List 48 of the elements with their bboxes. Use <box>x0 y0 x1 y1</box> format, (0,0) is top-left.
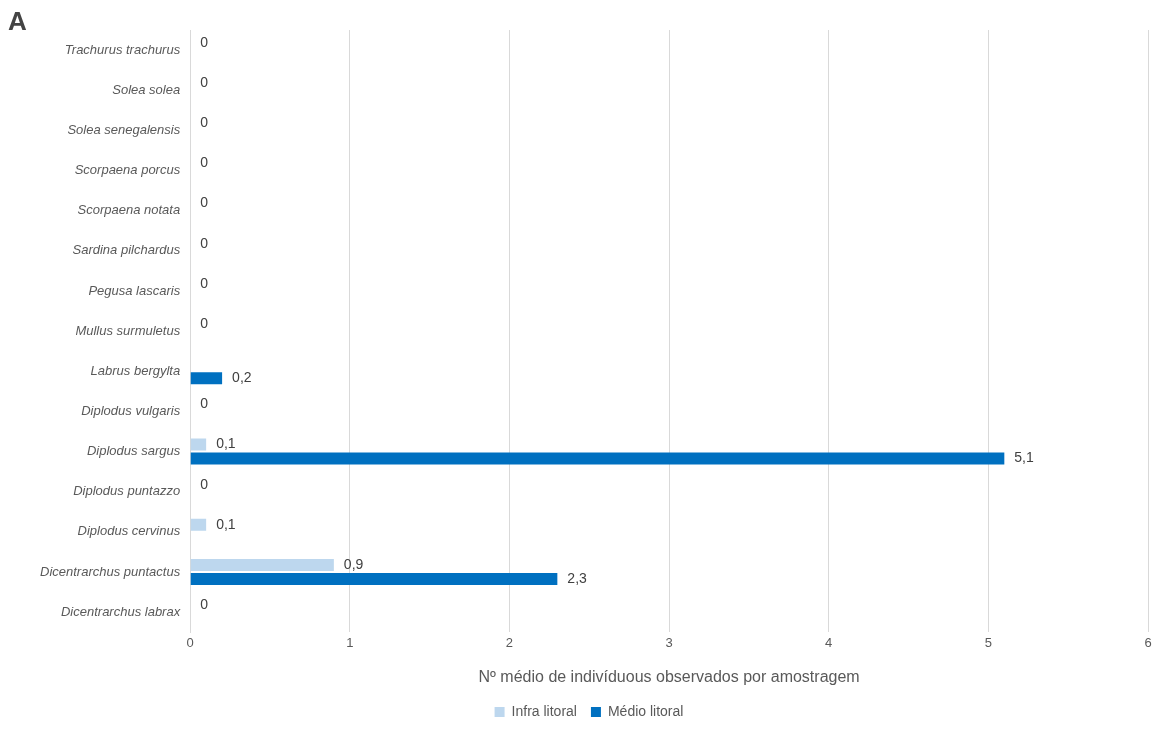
data-label: 0,1 <box>216 515 236 532</box>
y-tick-label: Diplodus vulgaris <box>81 403 181 418</box>
text: A <box>8 6 27 37</box>
data-label: 0 <box>200 194 209 211</box>
y-tick-label: Sardina pilchardus <box>72 242 181 258</box>
y-tick-label: Diplodus cervinus <box>77 523 181 539</box>
x-tick-label: 1 <box>346 634 354 650</box>
x-tick-label: 3 <box>665 634 673 650</box>
legend-label: Médio litoral <box>607 702 684 719</box>
data-label: 0 <box>200 114 209 131</box>
y-tick-label: Trachurus trachurus <box>64 41 181 57</box>
bar <box>190 573 558 585</box>
data-label: 0,2 <box>232 369 252 386</box>
y-tick-label: Pegusa lascaris <box>88 282 181 298</box>
x-tick-label: 0 <box>186 634 194 650</box>
y-tick-label: Labrus bergylta <box>90 362 181 378</box>
x-tick-label: 6 <box>1144 634 1152 650</box>
legend-label: Infra litoral <box>511 702 577 719</box>
x-tick-label: 4 <box>825 634 833 650</box>
data-label: 0 <box>200 74 209 91</box>
data-label: 0 <box>200 154 209 171</box>
data-label: 0,9 <box>343 555 364 572</box>
data-label: 0 <box>200 274 209 291</box>
data-label: 0 <box>200 395 209 412</box>
data-label: 0 <box>200 33 209 50</box>
bar <box>190 452 1005 465</box>
y-tick-label: Solea senegalensis <box>67 121 181 137</box>
bar <box>190 558 334 571</box>
data-label: 0,1 <box>216 435 236 452</box>
data-label: 0 <box>200 595 209 612</box>
x-tick-label: 5 <box>984 634 992 650</box>
x-tick-label: 2 <box>505 634 514 650</box>
y-tick-label: Scorpaena notata <box>77 202 181 218</box>
bar <box>190 518 207 531</box>
y-tick-label: Mullus surmuletus <box>75 322 181 338</box>
y-tick-label: Diplodus sargus <box>86 443 181 459</box>
y-tick-label: Dicentrarchus labrax <box>60 603 181 619</box>
data-label: 0 <box>200 234 209 251</box>
data-label: 2,3 <box>567 569 588 586</box>
data-label: 0 <box>200 475 209 492</box>
y-tick-label: Scorpaena porcus <box>74 162 181 178</box>
y-tick-label: Solea solea <box>112 81 181 97</box>
y-tick-label: Dicentrarchus puntactus <box>39 563 181 579</box>
bar <box>190 372 223 385</box>
data-label: 5,1 <box>1014 449 1034 466</box>
x-axis-title: Nº médio de indivíduous observados por amostragem <box>478 667 860 685</box>
y-tick-label: Diplodus puntazzo <box>73 483 181 499</box>
data-label: 0 <box>200 314 209 331</box>
